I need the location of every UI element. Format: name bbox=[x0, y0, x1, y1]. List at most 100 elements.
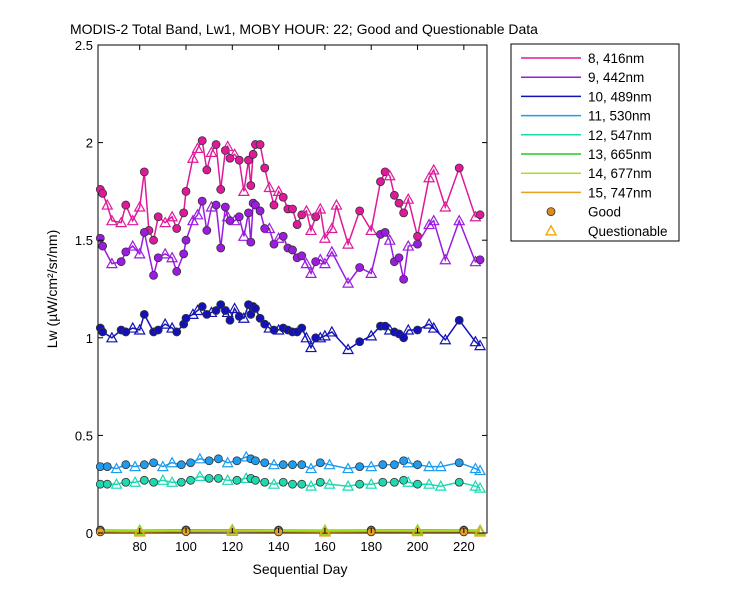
questionable-point bbox=[305, 341, 318, 353]
good-point bbox=[355, 206, 365, 216]
good-point bbox=[181, 186, 191, 196]
questionable-point bbox=[342, 237, 355, 249]
legend-label: 11, 530nm bbox=[588, 109, 651, 124]
questionable-point bbox=[166, 456, 179, 468]
good-point bbox=[355, 479, 365, 489]
good-point bbox=[288, 479, 297, 489]
good-point bbox=[251, 456, 260, 466]
y-tick-label: 0 bbox=[86, 526, 93, 541]
good-point bbox=[202, 165, 212, 175]
questionable-point bbox=[402, 239, 415, 251]
good-point bbox=[139, 227, 149, 237]
questionable-point bbox=[305, 462, 318, 474]
good-point bbox=[394, 198, 404, 208]
good-point bbox=[216, 300, 226, 310]
y-tick-label: 0.5 bbox=[75, 428, 93, 443]
legend-label: 14, 677nm bbox=[588, 166, 652, 181]
good-point bbox=[475, 255, 485, 265]
questionable-point bbox=[434, 460, 447, 472]
series-layer bbox=[95, 136, 487, 537]
questionable-point bbox=[305, 267, 318, 278]
questionable-point bbox=[314, 331, 327, 343]
good-point bbox=[153, 212, 163, 222]
questionable-point bbox=[434, 479, 447, 491]
good-point bbox=[413, 460, 422, 470]
series-line bbox=[100, 529, 481, 532]
questionable-point bbox=[423, 171, 436, 183]
good-point bbox=[121, 200, 131, 210]
questionable-point bbox=[365, 224, 378, 236]
questionable-point bbox=[191, 142, 204, 154]
questionable-point bbox=[383, 169, 396, 181]
legend: 8, 416nm 9, 442nm 10, 489nm 11, 530nm 12, 54… bbox=[510, 43, 680, 242]
good-point bbox=[179, 208, 189, 218]
questionable-point bbox=[439, 333, 452, 345]
questionable-point bbox=[402, 323, 415, 335]
good-point bbox=[413, 239, 422, 249]
good-point bbox=[251, 200, 260, 210]
x-axis-label: Sequential Day bbox=[253, 561, 348, 577]
good-point bbox=[211, 306, 221, 315]
good-point bbox=[278, 231, 288, 241]
questionable-point bbox=[342, 276, 355, 288]
good-point bbox=[176, 477, 186, 487]
good-point bbox=[355, 337, 365, 347]
questionable-point bbox=[423, 460, 436, 472]
questionable-point bbox=[342, 343, 355, 355]
questionable-point bbox=[126, 214, 139, 226]
y-tick-label: 1.5 bbox=[75, 233, 93, 248]
good-point bbox=[225, 315, 235, 325]
good-point bbox=[98, 188, 108, 198]
good-point bbox=[211, 200, 221, 210]
questionable-point bbox=[263, 222, 276, 234]
questionable-point bbox=[129, 476, 142, 487]
questionable-point bbox=[110, 477, 123, 489]
questionable-point bbox=[133, 200, 146, 212]
y-tick-label: 2 bbox=[86, 136, 93, 151]
good-point bbox=[389, 477, 399, 487]
good-point bbox=[139, 309, 149, 319]
good-point bbox=[232, 456, 242, 466]
questionable-point bbox=[115, 216, 128, 228]
good-point bbox=[197, 196, 207, 206]
questionable-point bbox=[427, 214, 440, 226]
good-point bbox=[244, 155, 253, 165]
good-point bbox=[149, 458, 158, 468]
good-point bbox=[255, 206, 265, 216]
y-tick-label: 1 bbox=[86, 331, 93, 346]
legend-good-label: Good bbox=[588, 205, 621, 220]
questionable-point bbox=[101, 198, 114, 210]
good-point bbox=[260, 458, 270, 468]
good-point bbox=[244, 208, 253, 218]
series-1 bbox=[95, 136, 485, 249]
good-point bbox=[98, 241, 108, 251]
good-point bbox=[278, 460, 288, 470]
questionable-point bbox=[105, 257, 118, 269]
questionable-point bbox=[365, 460, 378, 472]
questionable-point bbox=[423, 477, 436, 489]
series-4 bbox=[95, 450, 487, 476]
good-point bbox=[172, 327, 182, 337]
questionable-point bbox=[159, 317, 172, 329]
legend-label: 12, 547nm bbox=[588, 128, 652, 143]
good-point bbox=[376, 177, 385, 187]
questionable-point bbox=[469, 479, 482, 491]
questionable-point bbox=[411, 525, 424, 537]
axes-frame bbox=[97, 44, 488, 534]
questionable-point bbox=[325, 245, 338, 257]
questionable-point bbox=[453, 214, 466, 226]
questionable-point bbox=[474, 481, 487, 493]
good-point bbox=[389, 190, 399, 200]
good-point bbox=[246, 237, 256, 247]
questionable-point bbox=[402, 456, 415, 468]
good-point bbox=[297, 323, 307, 333]
questionable-point bbox=[383, 233, 396, 245]
good-point bbox=[399, 208, 409, 218]
good-point bbox=[315, 477, 325, 487]
questionable-point bbox=[318, 232, 331, 243]
good-point bbox=[288, 204, 297, 214]
x-tick-label: 160 bbox=[314, 539, 336, 554]
good-point bbox=[246, 309, 256, 319]
good-point bbox=[149, 477, 158, 487]
